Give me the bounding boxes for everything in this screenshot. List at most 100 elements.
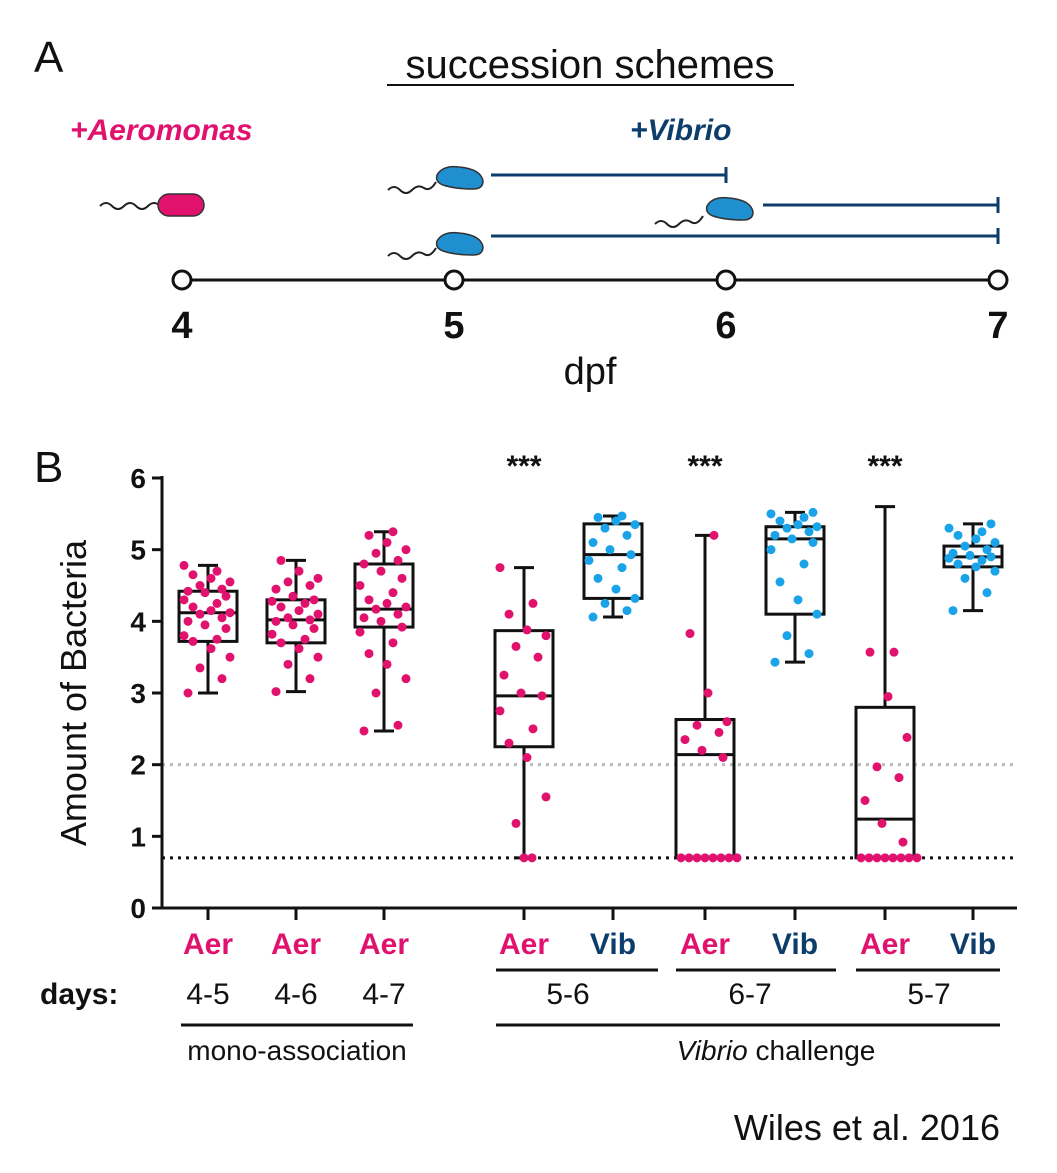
data-point [305, 674, 315, 684]
data-point [864, 853, 874, 863]
data-point [305, 615, 315, 625]
data-point [183, 586, 193, 596]
data-point [401, 674, 411, 684]
data-point [971, 562, 981, 572]
data-point [812, 522, 822, 532]
data-point [977, 555, 987, 565]
data-point [982, 588, 992, 598]
data-point [977, 527, 987, 537]
data-point [709, 530, 719, 540]
box-plot: 0 1 2 3 4 5 6 *** *** *** [130, 450, 1017, 924]
data-point [283, 613, 293, 623]
data-point [212, 634, 222, 644]
data-point [986, 552, 996, 562]
data-point [179, 560, 189, 570]
aeromonas-bacterium-icon [99, 193, 205, 217]
data-point [179, 631, 189, 641]
data-point [305, 581, 315, 590]
data-point [697, 745, 707, 755]
day-group-label: 4-6 [274, 978, 317, 1011]
data-point [309, 595, 319, 605]
data-point [877, 818, 887, 828]
data-point [965, 550, 975, 560]
data-point [294, 566, 304, 576]
data-point [267, 629, 277, 639]
timeline-tick-label: 5 [443, 305, 464, 347]
data-point [856, 853, 866, 863]
data-point [371, 548, 381, 558]
data-point [225, 652, 235, 662]
data-point [371, 688, 381, 698]
box-vib-5-6 [582, 511, 644, 622]
data-point [276, 555, 286, 565]
data-point [622, 606, 632, 616]
data-point [630, 593, 640, 603]
data-point [724, 853, 734, 863]
data-point [225, 577, 235, 587]
data-point [217, 674, 227, 684]
data-point [393, 720, 403, 730]
credit: Wiles et al. 2016 [734, 1107, 1000, 1148]
data-point [271, 584, 281, 594]
box-aer-5-7 [854, 505, 922, 863]
data-point [397, 573, 407, 583]
data-point [217, 584, 227, 594]
y-tick-label: 1 [130, 821, 146, 852]
data-point [206, 606, 216, 616]
data-point [225, 608, 235, 618]
data-point [288, 620, 298, 630]
data-point [397, 622, 407, 632]
data-point [986, 519, 996, 529]
data-point [511, 641, 521, 651]
data-point [376, 616, 386, 626]
vibrio-scheme-lines [491, 167, 1000, 244]
data-point [692, 720, 702, 730]
timeline-tick-label: 7 [987, 305, 1008, 347]
data-point [183, 616, 193, 626]
box-vib-5-7 [942, 519, 1004, 616]
timeline-node [715, 269, 737, 291]
box-aer-6-7 [674, 530, 742, 863]
data-point [605, 545, 615, 555]
y-tick-label: 0 [130, 893, 146, 924]
data-point [896, 853, 906, 863]
dpf-timeline: 4 5 6 7 [171, 269, 1009, 347]
data-point [588, 538, 598, 547]
data-point [195, 663, 205, 673]
data-point [276, 638, 286, 648]
data-point [283, 577, 293, 587]
data-point [766, 545, 776, 555]
day-groups: 4-5 4-6 4-7 5-6 6-7 5-7 [186, 968, 1000, 1011]
panel-b-letter: B [34, 443, 63, 492]
day-group-label: 4-5 [186, 978, 229, 1011]
vibrio-bacterium-icon [654, 196, 754, 228]
data-point [775, 516, 785, 526]
data-point [990, 538, 1000, 547]
data-point [685, 629, 695, 639]
data-point [808, 507, 818, 517]
data-point [511, 818, 521, 828]
data-point [309, 624, 319, 633]
data-point [700, 853, 710, 863]
data-point [600, 598, 610, 608]
day-group-label: 5-6 [546, 978, 589, 1011]
data-point [382, 538, 392, 547]
data-point [283, 659, 293, 669]
aeromonas-label: +Aeromonas [70, 114, 253, 147]
data-point [953, 559, 963, 569]
data-point [732, 853, 742, 863]
timeline-node [987, 269, 1009, 291]
data-point [200, 588, 210, 598]
data-point [716, 853, 726, 863]
data-point [593, 573, 603, 583]
data-point [313, 652, 323, 662]
data-point [359, 726, 369, 736]
data-point [865, 647, 875, 657]
data-point [584, 555, 594, 565]
data-point [622, 530, 632, 540]
data-point [775, 577, 785, 587]
data-point [948, 606, 958, 616]
data-point [611, 516, 621, 526]
data-point [364, 595, 374, 605]
